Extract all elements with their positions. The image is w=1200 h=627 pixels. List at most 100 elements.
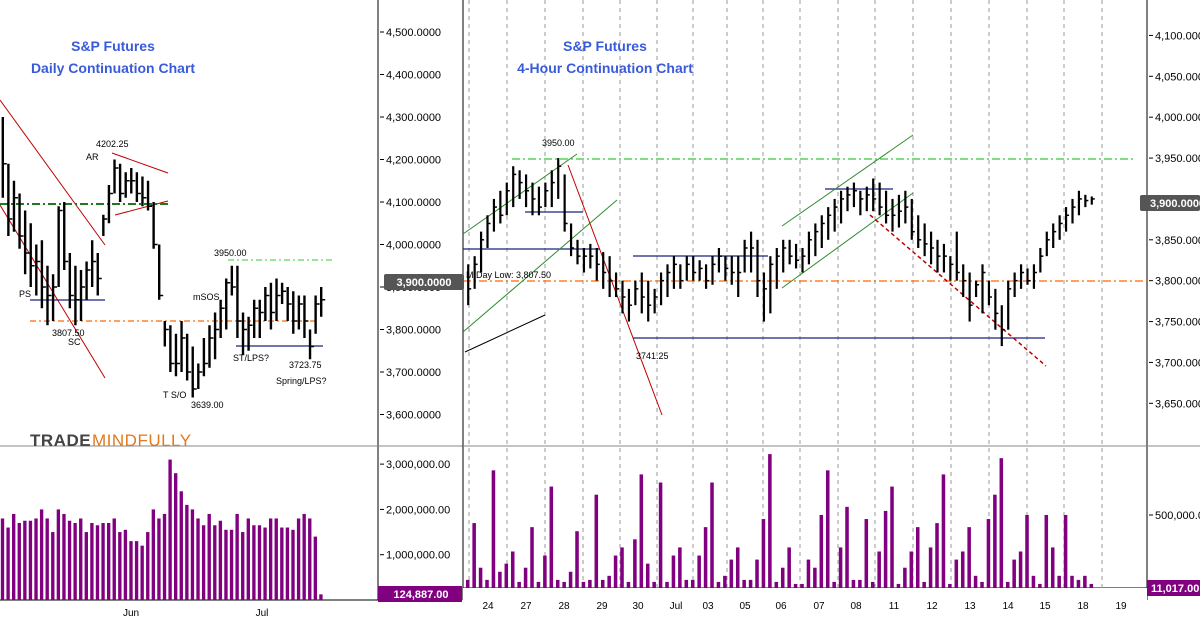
right-price-bar [479,231,485,273]
right-last-volume-badge: 11,017.00 [1147,580,1200,596]
right-volume-bar [1076,579,1081,588]
right-x-label: 03 [702,601,714,612]
left-price-bar [286,287,292,321]
left-price-bar [23,210,30,275]
left-price-bar [230,265,236,296]
right-price-bars [467,158,1095,347]
right-volume-bar [1044,514,1049,588]
left-volume-bar [151,509,156,600]
right-price-bar [492,198,497,232]
right-y-tick-label: 3,850.0000 [1155,235,1200,247]
left-price-bar [275,278,281,321]
left-volume-bar [224,529,228,600]
left-volume-bar [252,525,256,600]
right-price-bar [814,223,819,257]
left-price-bar [297,295,303,330]
right-volume-bar [954,559,959,588]
right-price-bar [531,182,536,216]
right-x-label: 08 [850,601,862,612]
right-price-bar [634,280,639,306]
right-price-bar [762,272,767,322]
right-date-axis [463,588,1147,622]
right-volume-bar [723,575,727,588]
left-trendlines [0,99,335,379]
right-price-bar [884,190,890,224]
right-price-bar [1032,264,1037,289]
right-volume-bar [993,494,997,588]
left-price-bar [113,159,119,194]
left-volume-bar [229,529,234,600]
right-volume-bar [575,531,579,588]
right-price-bar [942,243,947,273]
right-volume-bar [960,551,965,588]
right-volume-bar [485,579,489,588]
left-y-tick-label: 4,000.0000 [386,240,441,252]
right-volume-bar [555,579,560,588]
left-price-bar [280,282,287,304]
right-volume-bar [1018,551,1023,588]
right-volume-bar [903,567,907,588]
right-volume-bar [800,583,804,588]
right-price-bar [724,256,729,281]
left-price-bar [258,299,264,338]
right-price-bar [518,170,523,199]
right-price-bar [537,186,542,216]
left-triangle-lower-line [114,200,169,216]
right-volume-bar [562,581,566,588]
right-volume-bar [517,581,521,588]
right-price-bar [743,239,748,273]
left-price-bar [102,214,108,236]
right-price-bar [949,256,954,281]
right-price-bar [859,190,864,216]
right-price-bar [1007,280,1012,330]
left-price-bar [247,316,253,351]
right-volume-bar [658,482,663,588]
right-volume-bar [690,579,695,588]
left-y-tick-label: 4,300.0000 [386,112,441,124]
right-volume-bar [735,547,740,588]
right-volume-bar [851,579,856,588]
left-title-line1: S&P Futures [71,38,155,54]
right-price-bar [794,243,800,269]
left-volume-bar [207,513,211,600]
right-price-bar [878,182,883,216]
right-price-bar [929,231,935,265]
right-price-bar [1084,194,1089,208]
right-last-price-label: 3,900.0000 [1150,198,1200,210]
right-price-bar [839,190,845,224]
left-price-bar [169,325,175,372]
annotation-tso: T S/O [163,390,186,400]
right-price-bar [974,280,980,298]
left-price-bar [85,261,91,300]
right-volume-bar [922,581,926,588]
left-volume-bar [319,594,323,600]
annotation-3723: 3723.75 [289,360,322,370]
right-price-bar [473,256,478,289]
right-x-label: 19 [1115,601,1127,612]
left-y-tick-label: 4,100.0000 [386,197,441,209]
left-price-bar [320,287,326,317]
right-x-label: 11 [889,601,900,612]
right-price-bar [852,182,857,208]
right-price-bar [563,174,568,232]
right-price-bar [659,272,665,306]
right-volume-bar [858,579,862,588]
left-x-label-jun: Jun [123,608,139,619]
right-price-bar [704,264,710,289]
right-price-bar [775,247,780,289]
left-volume-bar [174,473,178,600]
right-volume-bar [491,470,496,588]
left-price-bar [1,117,7,198]
right-price-bar [557,158,562,199]
right-price-bar [569,223,575,257]
right-volume-bar [768,454,772,588]
right-price-bar [595,247,600,281]
right-volume-bar [1031,575,1036,588]
annotation-spring-lps: Spring/LPS? [276,376,327,386]
right-price-bar [1026,268,1031,285]
right-volume-bar [973,575,978,588]
left-last-price-badge: 3,900.0000 [384,274,464,290]
left-volume-bar [168,459,172,600]
right-volume-bar [652,581,656,588]
